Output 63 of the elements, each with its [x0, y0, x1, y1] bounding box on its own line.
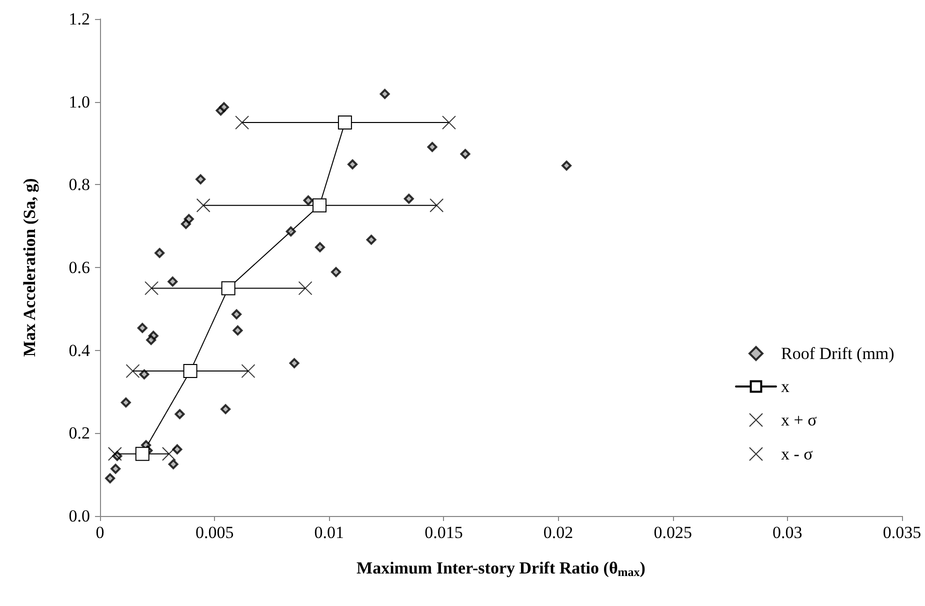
y-tick-label: 1.0 — [68, 92, 90, 112]
point — [110, 464, 121, 474]
point — [348, 159, 358, 170]
x-tick-label: 0.02 — [543, 523, 574, 542]
point — [183, 364, 198, 378]
point — [137, 322, 148, 333]
point — [289, 358, 300, 368]
x-tick-label: 0.01 — [314, 523, 344, 542]
point — [460, 149, 470, 160]
point — [126, 364, 140, 378]
y-tick-label: 0.0 — [68, 506, 90, 526]
x-tick-label: 0 — [96, 523, 104, 542]
legend-label: x + σ — [781, 410, 817, 430]
y-tick-label: 1.2 — [68, 10, 90, 28]
point — [380, 88, 390, 99]
point — [180, 219, 191, 230]
point — [562, 160, 572, 171]
point — [139, 369, 150, 380]
point — [120, 398, 131, 408]
point — [241, 364, 256, 378]
x-tick-label: 0.03 — [772, 523, 802, 542]
y-tick-label: 0.6 — [68, 258, 90, 277]
legend-label: x - σ — [781, 444, 813, 464]
point — [162, 446, 176, 461]
point — [174, 409, 185, 420]
point — [298, 281, 312, 296]
x-tick-label: 0.015 — [424, 523, 463, 542]
point — [168, 276, 178, 287]
legend-label: x — [781, 377, 790, 396]
point — [221, 281, 236, 296]
y-axis-title: Max Acceleration (Sa, g) — [20, 178, 39, 357]
point — [144, 281, 159, 296]
point — [232, 309, 242, 320]
point — [146, 334, 156, 345]
point — [220, 404, 231, 414]
point — [135, 446, 150, 461]
x-tick-label: 0.005 — [195, 523, 234, 542]
point — [303, 195, 314, 206]
point — [314, 242, 325, 252]
point — [168, 459, 178, 470]
point — [218, 102, 229, 112]
point — [366, 234, 376, 245]
point — [331, 267, 342, 278]
point — [442, 116, 456, 130]
point — [286, 226, 296, 236]
point — [338, 116, 352, 130]
point — [312, 198, 327, 212]
y-tick-label: 0.8 — [68, 175, 90, 194]
x-tick-label: 0.025 — [654, 523, 692, 542]
legend-label: Roof Drift (mm) — [781, 344, 894, 363]
point — [404, 194, 414, 204]
point — [154, 248, 165, 258]
point — [108, 446, 122, 461]
point — [105, 473, 116, 484]
x-tick-label: 0.035 — [882, 523, 922, 542]
point — [430, 198, 444, 212]
point — [235, 116, 250, 130]
point — [196, 198, 210, 212]
y-tick-label: 0.4 — [68, 340, 90, 360]
point — [232, 325, 243, 336]
point — [427, 142, 438, 152]
point — [196, 174, 206, 184]
y-tick-label: 0.2 — [68, 424, 90, 443]
